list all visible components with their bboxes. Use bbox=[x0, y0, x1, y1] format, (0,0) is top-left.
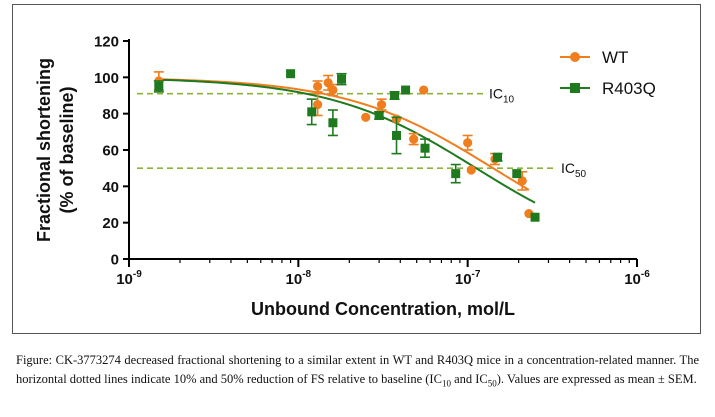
y-tick-label: 0 bbox=[111, 252, 119, 269]
legend-marker-r403q bbox=[570, 83, 580, 93]
data-point-r403q bbox=[392, 130, 402, 140]
legend-label-wt: WT bbox=[602, 48, 628, 67]
y-tick-label: 20 bbox=[102, 215, 119, 232]
y-tick-label: 120 bbox=[94, 34, 119, 51]
y-tick-label: 80 bbox=[102, 106, 119, 123]
x-tick-label: 10-6 bbox=[624, 269, 650, 288]
reference-label-ic50: IC50 bbox=[561, 160, 587, 180]
data-point-wt bbox=[419, 85, 429, 95]
caption-text-3: ). Values are expressed as mean ± SEM. bbox=[496, 372, 697, 386]
data-point-wt bbox=[463, 138, 473, 148]
figure-caption: Figure: CK-3773274 decreased fractional … bbox=[16, 351, 699, 394]
x-tick-label: 10-7 bbox=[455, 269, 481, 288]
x-tick-label: 10-8 bbox=[286, 269, 312, 288]
data-point-wt bbox=[517, 176, 527, 186]
reference-label-ic10: IC10 bbox=[489, 86, 515, 106]
y-axis-label-line1: Fractional shortening bbox=[34, 58, 54, 242]
caption-sub-1: 10 bbox=[441, 378, 451, 389]
data-point-r403q bbox=[512, 169, 522, 179]
x-tick-label: 10-9 bbox=[116, 269, 142, 288]
data-point-wt bbox=[466, 165, 476, 175]
data-point-r403q bbox=[492, 152, 502, 162]
data-point-r403q bbox=[328, 118, 338, 128]
fit-curve-wt bbox=[158, 78, 530, 191]
x-axis-label: Unbound Concentration, mol/L bbox=[251, 299, 515, 319]
data-point-r403q bbox=[154, 81, 164, 91]
data-point-wt bbox=[409, 134, 419, 144]
data-point-wt bbox=[328, 85, 338, 95]
data-point-r403q bbox=[337, 74, 347, 84]
chart: IC10 IC50 0 20 40 60 80 100 120 10-9 10-8 10-7 10-6 U… bbox=[34, 34, 656, 320]
caption-sub-2: 50 bbox=[487, 378, 497, 389]
data-point-wt bbox=[313, 99, 323, 110]
data-point-wt bbox=[313, 81, 323, 92]
y-tick-label: 100 bbox=[94, 70, 119, 87]
data-point-r403q bbox=[307, 107, 317, 117]
y-tick-label: 60 bbox=[102, 143, 119, 160]
caption-text-1: Figure: CK-3773274 decreased fractional … bbox=[16, 353, 699, 386]
y-tick-label: 40 bbox=[102, 179, 119, 196]
data-point-wt bbox=[376, 99, 387, 110]
data-point-r403q bbox=[286, 69, 296, 79]
legend-marker-wt bbox=[570, 52, 580, 62]
data-point-r403q bbox=[390, 91, 400, 100]
y-axis-label-line2: (% of baseline) bbox=[57, 86, 77, 213]
data-point-wt bbox=[361, 112, 371, 122]
data-point-r403q bbox=[530, 212, 540, 222]
fit-curve-r403q bbox=[158, 78, 536, 204]
data-point-r403q bbox=[401, 85, 411, 95]
data-point-r403q bbox=[374, 110, 384, 120]
legend-label-r403q: R403Q bbox=[602, 79, 656, 98]
data-point-r403q bbox=[451, 169, 461, 179]
figure-frame bbox=[12, 4, 701, 334]
data-point-r403q bbox=[420, 143, 430, 153]
caption-text-2: and IC bbox=[450, 372, 488, 386]
